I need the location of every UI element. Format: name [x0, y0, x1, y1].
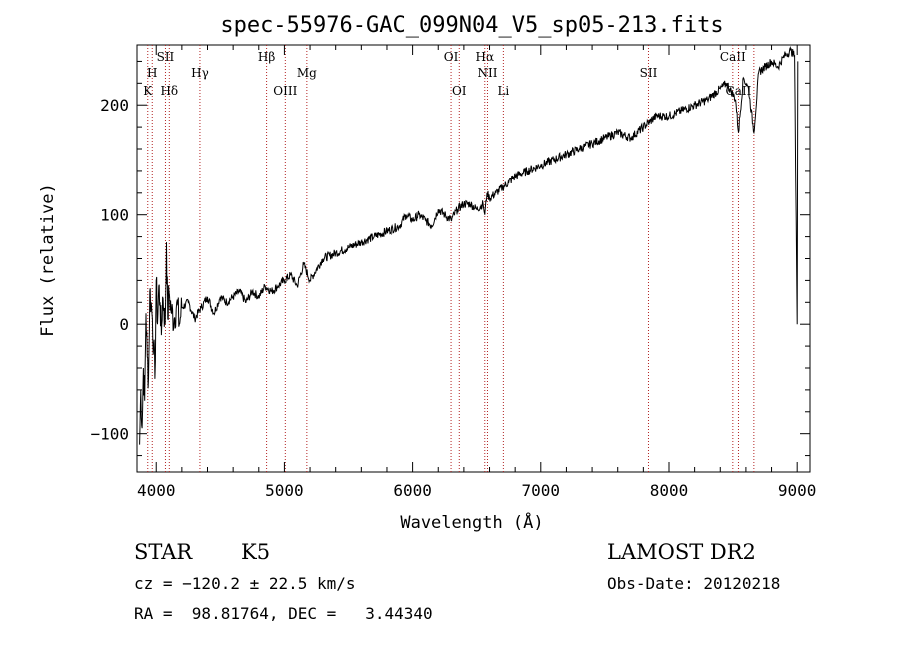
- y-tick-label: 0: [119, 315, 129, 334]
- y-tick-label: 200: [100, 96, 129, 115]
- x-tick-label: 6000: [393, 481, 432, 500]
- line-marker-label: Li: [497, 84, 509, 98]
- line-marker-label: OI: [452, 84, 467, 98]
- plot-frame: [136, 44, 811, 473]
- line-marker-label: K: [143, 84, 153, 98]
- object-subclass: K5: [241, 540, 271, 564]
- y-tick-label: −100: [90, 425, 129, 444]
- spectrum-series: [139, 46, 799, 445]
- spectrum-line: [139, 46, 799, 445]
- y-axis-ticks: −100 0 100 200: [90, 60, 810, 457]
- x-tick-label: 8000: [650, 481, 689, 500]
- line-marker-label: Hα: [475, 50, 494, 64]
- y-tick-label: 100: [100, 206, 129, 225]
- velocity-readout: cz = −120.2 ± 22.5 km/s: [134, 574, 356, 593]
- line-marker-label: Mg: [297, 66, 317, 80]
- line-marker-label: Hδ: [160, 84, 178, 98]
- line-marker-label: H: [147, 66, 157, 80]
- object-class: STAR: [134, 540, 193, 564]
- line-marker-label: OIII: [273, 84, 297, 98]
- line-marker-label: CaII: [720, 50, 746, 64]
- line-marker-label: NII: [477, 66, 497, 80]
- line-marker-label: Hγ: [191, 66, 209, 80]
- x-axis-ticks: 4000 5000 6000 7000 8000 9000: [137, 45, 816, 500]
- line-marker-label: OI: [444, 50, 459, 64]
- coordinates-readout: RA = 98.81764, DEC = 3.44340: [134, 604, 433, 623]
- line-marker-label: SII: [157, 50, 175, 64]
- y-axis-label: Flux (relative): [38, 183, 58, 337]
- obs-date: Obs-Date: 20120218: [607, 574, 781, 593]
- line-marker-label: SII: [640, 66, 658, 80]
- x-tick-label: 4000: [137, 481, 176, 500]
- survey-name: LAMOST DR2: [607, 540, 756, 564]
- chart-title: spec-55976-GAC_099N04_V5_sp05-213.fits: [220, 13, 723, 38]
- x-axis-label: Wavelength (Å): [400, 511, 543, 533]
- x-tick-label: 7000: [522, 481, 561, 500]
- line-marker-label: Hβ: [258, 50, 275, 64]
- x-tick-label: 9000: [778, 481, 817, 500]
- x-tick-label: 5000: [265, 481, 304, 500]
